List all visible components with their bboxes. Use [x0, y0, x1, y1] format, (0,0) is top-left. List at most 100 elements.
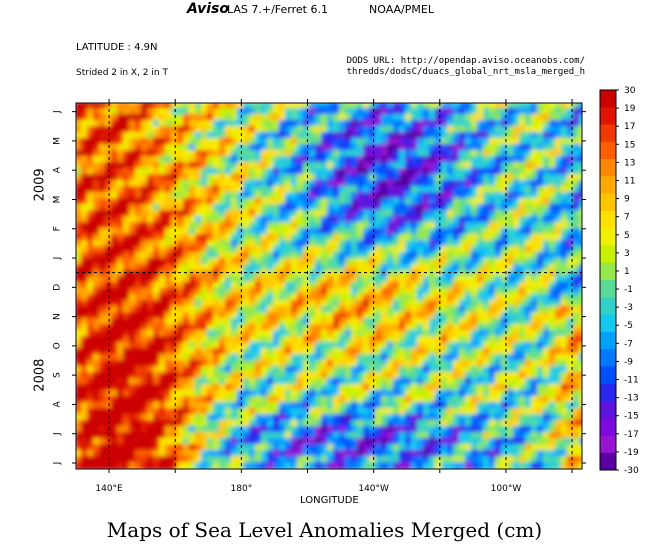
- heatmap-cell: [429, 306, 437, 314]
- heatmap-cell: [303, 408, 311, 416]
- heatmap-cell: [153, 420, 161, 428]
- heatmap-cell: [87, 246, 95, 254]
- heatmap-cell: [261, 330, 269, 338]
- heatmap-cell: [507, 252, 515, 260]
- heatmap-cell: [117, 240, 125, 248]
- heatmap-cell: [471, 282, 479, 290]
- heatmap-cell: [489, 264, 497, 272]
- heatmap-cell: [561, 222, 569, 230]
- heatmap-cell: [363, 282, 371, 290]
- heatmap-cell: [459, 372, 467, 380]
- heatmap-cell: [399, 192, 407, 200]
- heatmap-cell: [351, 192, 359, 200]
- heatmap-cell: [135, 252, 143, 260]
- heatmap-cell: [231, 198, 239, 206]
- heatmap-cell: [273, 228, 281, 236]
- heatmap-cell: [87, 120, 95, 128]
- heatmap-cell: [381, 282, 389, 290]
- heatmap-cell: [327, 330, 335, 338]
- heatmap-cell: [243, 120, 251, 128]
- heatmap-cell: [213, 126, 221, 134]
- heatmap-cell: [225, 300, 233, 308]
- heatmap-cell: [441, 306, 449, 314]
- heatmap-cell: [327, 378, 335, 386]
- heatmap-cell: [345, 228, 353, 236]
- heatmap-cell: [87, 288, 95, 296]
- heatmap-cell: [135, 372, 143, 380]
- heatmap-cell: [87, 336, 95, 344]
- heatmap-cell: [339, 378, 347, 386]
- heatmap-cell: [495, 324, 503, 332]
- heatmap-cell: [147, 336, 155, 344]
- software-version: LAS 7.+/Ferret 6.1: [227, 3, 328, 16]
- heatmap-cell: [273, 150, 281, 158]
- heatmap-cell: [255, 156, 263, 164]
- heatmap-cell: [435, 336, 443, 344]
- heatmap-cell: [219, 210, 227, 218]
- heatmap-cell: [81, 114, 89, 122]
- heatmap-cell: [357, 420, 365, 428]
- heatmap-cell: [87, 342, 95, 350]
- heatmap-cell: [333, 318, 341, 326]
- heatmap-cell: [141, 228, 149, 236]
- heatmap-cell: [177, 264, 185, 272]
- heatmap-cell: [345, 306, 353, 314]
- heatmap-cell: [303, 132, 311, 140]
- heatmap-cell: [477, 378, 485, 386]
- heatmap-cell: [76, 318, 83, 326]
- heatmap-cell: [111, 282, 119, 290]
- heatmap-cell: [387, 144, 395, 152]
- heatmap-cell: [447, 294, 455, 302]
- heatmap-cell: [411, 294, 419, 302]
- heatmap-cell: [567, 414, 575, 422]
- heatmap-cell: [321, 204, 329, 212]
- heatmap-cell: [381, 198, 389, 206]
- heatmap-cell: [363, 168, 371, 176]
- heatmap-cell: [525, 276, 533, 284]
- heatmap-cell: [219, 378, 227, 386]
- heatmap-cell: [165, 372, 173, 380]
- heatmap-cell: [99, 180, 107, 188]
- heatmap-cell: [375, 414, 383, 422]
- heatmap-cell: [195, 378, 203, 386]
- heatmap-cell: [387, 216, 395, 224]
- heatmap-cell: [495, 444, 503, 452]
- heatmap-cell: [327, 192, 335, 200]
- heatmap-cell: [561, 162, 569, 170]
- heatmap-cell: [435, 372, 443, 380]
- heatmap-cell: [285, 360, 293, 368]
- heatmap-cell: [393, 138, 401, 146]
- heatmap-cell: [351, 150, 359, 158]
- heatmap-cell: [531, 222, 539, 230]
- heatmap-cell: [291, 132, 299, 140]
- heatmap-cell: [357, 426, 365, 434]
- heatmap-cell: [519, 156, 527, 164]
- heatmap-cell: [141, 156, 149, 164]
- heatmap-cell: [411, 103, 419, 110]
- heatmap-cell: [567, 144, 575, 152]
- heatmap-cell: [447, 252, 455, 260]
- heatmap-cell: [339, 438, 347, 446]
- heatmap-cell: [93, 186, 101, 194]
- heatmap-cell: [501, 444, 509, 452]
- heatmap-cell: [141, 114, 149, 122]
- heatmap-cell: [99, 246, 107, 254]
- heatmap-cell: [525, 126, 533, 134]
- heatmap-cell: [363, 306, 371, 314]
- heatmap-cell: [339, 150, 347, 158]
- heatmap-cell: [285, 126, 293, 134]
- heatmap-cell: [123, 408, 131, 416]
- heatmap-cell: [561, 414, 569, 422]
- heatmap-cell: [291, 390, 299, 398]
- heatmap-cell: [123, 432, 131, 440]
- heatmap-cell: [573, 120, 581, 128]
- heatmap-cell: [309, 288, 317, 296]
- heatmap-cell: [543, 108, 551, 116]
- heatmap-cell: [543, 354, 551, 362]
- heatmap-cell: [525, 312, 533, 320]
- heatmap-cell: [207, 342, 215, 350]
- heatmap-cell: [573, 150, 581, 158]
- heatmap-cell: [501, 324, 509, 332]
- heatmap-cell: [459, 216, 467, 224]
- heatmap-cell: [447, 288, 455, 296]
